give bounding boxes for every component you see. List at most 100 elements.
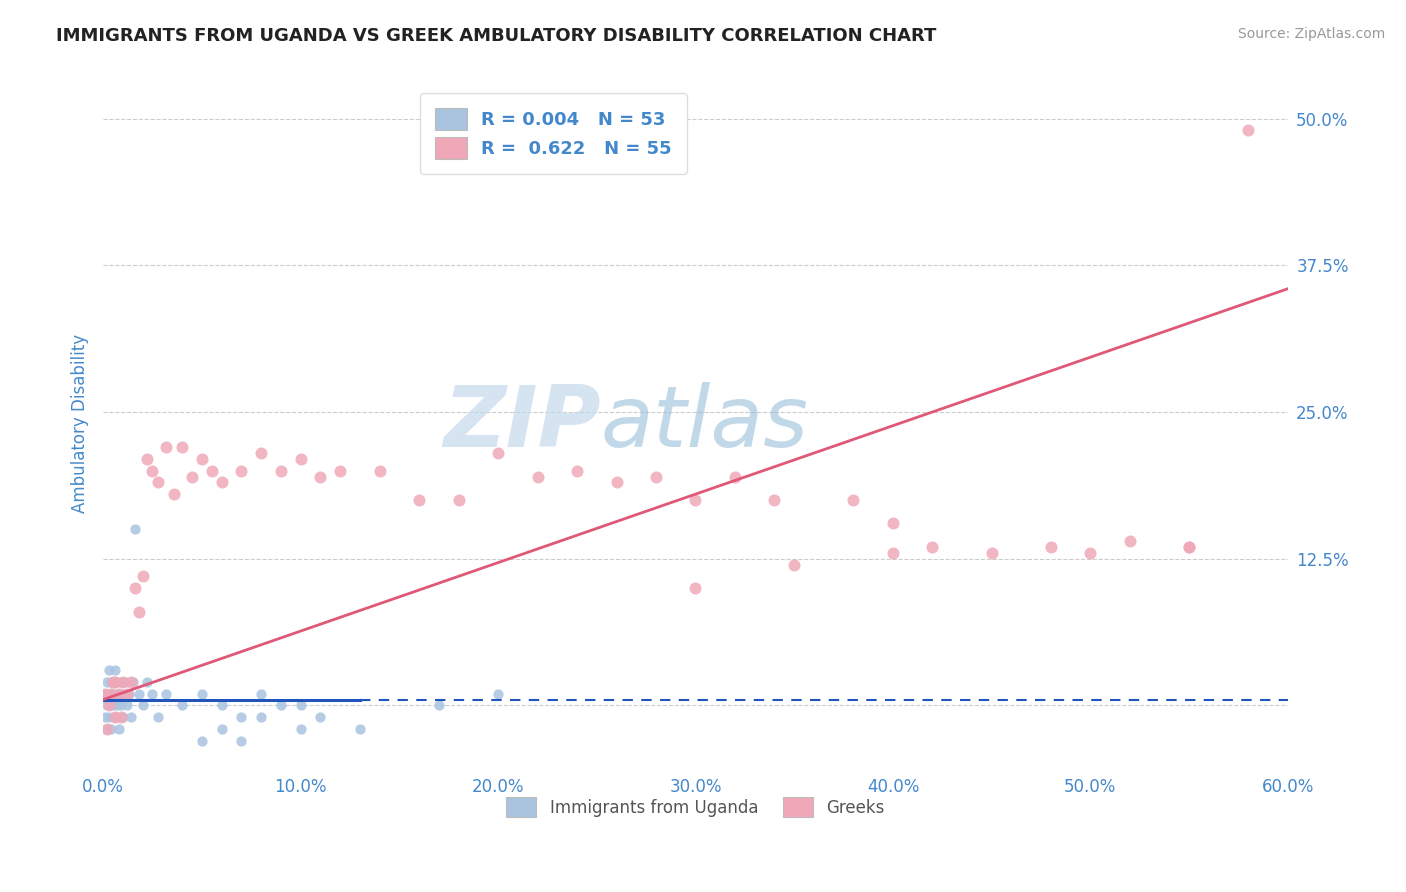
Point <box>1119 534 1142 549</box>
Point <box>100 675 122 690</box>
Point <box>98 687 121 701</box>
Legend: Immigrants from Uganda, Greeks: Immigrants from Uganda, Greeks <box>499 790 891 824</box>
Point <box>211 475 233 490</box>
Point <box>882 546 904 560</box>
Point <box>114 675 136 690</box>
Point <box>565 464 588 478</box>
Point <box>148 710 170 724</box>
Point <box>105 698 128 713</box>
Point <box>115 687 138 701</box>
Point <box>724 469 747 483</box>
Point <box>111 687 134 701</box>
Point <box>882 516 904 531</box>
Text: ZIP: ZIP <box>443 382 600 466</box>
Point <box>98 710 121 724</box>
Point <box>121 675 143 690</box>
Point <box>108 722 131 736</box>
Point <box>141 687 163 701</box>
Point <box>447 493 470 508</box>
Point <box>231 710 253 724</box>
Point <box>131 569 153 583</box>
Point <box>96 698 118 713</box>
Point <box>172 698 194 713</box>
Point <box>211 698 233 713</box>
Point <box>98 698 121 713</box>
Point <box>408 493 430 508</box>
Y-axis label: Ambulatory Disability: Ambulatory Disability <box>72 334 89 513</box>
Point <box>98 663 121 677</box>
Point <box>155 440 177 454</box>
Point <box>645 469 668 483</box>
Point <box>163 487 186 501</box>
Point <box>111 710 134 724</box>
Point <box>290 698 312 713</box>
Point <box>120 710 142 724</box>
Point <box>104 675 127 690</box>
Point <box>96 722 118 736</box>
Point <box>124 522 146 536</box>
Point <box>94 687 117 701</box>
Point <box>110 675 132 690</box>
Point <box>270 464 292 478</box>
Text: atlas: atlas <box>600 382 808 466</box>
Point <box>250 710 273 724</box>
Point <box>100 687 122 701</box>
Point <box>270 698 292 713</box>
Point <box>329 464 352 478</box>
Point <box>120 675 142 690</box>
Point <box>181 469 204 483</box>
Point <box>427 698 450 713</box>
Point <box>1178 540 1201 554</box>
Point <box>94 687 117 701</box>
Point <box>349 722 371 736</box>
Point <box>1178 540 1201 554</box>
Point <box>96 675 118 690</box>
Point <box>131 698 153 713</box>
Point <box>783 558 806 572</box>
Point <box>1039 540 1062 554</box>
Point <box>290 451 312 466</box>
Point <box>104 663 127 677</box>
Point <box>605 475 627 490</box>
Point <box>231 464 253 478</box>
Point <box>155 687 177 701</box>
Point <box>141 464 163 478</box>
Point <box>201 464 224 478</box>
Point <box>105 675 128 690</box>
Point <box>101 675 124 690</box>
Point <box>108 687 131 701</box>
Point <box>191 733 214 747</box>
Point <box>118 687 141 701</box>
Point <box>148 475 170 490</box>
Text: IMMIGRANTS FROM UGANDA VS GREEK AMBULATORY DISABILITY CORRELATION CHART: IMMIGRANTS FROM UGANDA VS GREEK AMBULATO… <box>56 27 936 45</box>
Point <box>250 687 273 701</box>
Point <box>124 581 146 595</box>
Point <box>685 493 707 508</box>
Point <box>191 687 214 701</box>
Point <box>231 733 253 747</box>
Point <box>108 687 131 701</box>
Point <box>309 710 332 724</box>
Point <box>135 675 157 690</box>
Point <box>104 710 127 724</box>
Point <box>111 675 134 690</box>
Point <box>110 710 132 724</box>
Point <box>526 469 548 483</box>
Point <box>921 540 943 554</box>
Point <box>250 446 273 460</box>
Point <box>96 722 118 736</box>
Point <box>191 451 214 466</box>
Text: Source: ZipAtlas.com: Source: ZipAtlas.com <box>1237 27 1385 41</box>
Point <box>100 722 122 736</box>
Point <box>172 440 194 454</box>
Point <box>135 451 157 466</box>
Point <box>486 446 509 460</box>
Point <box>980 546 1002 560</box>
Point <box>128 605 150 619</box>
Point <box>486 687 509 701</box>
Point <box>685 581 707 595</box>
Point <box>128 687 150 701</box>
Point <box>98 698 121 713</box>
Point <box>94 710 117 724</box>
Point <box>1080 546 1102 560</box>
